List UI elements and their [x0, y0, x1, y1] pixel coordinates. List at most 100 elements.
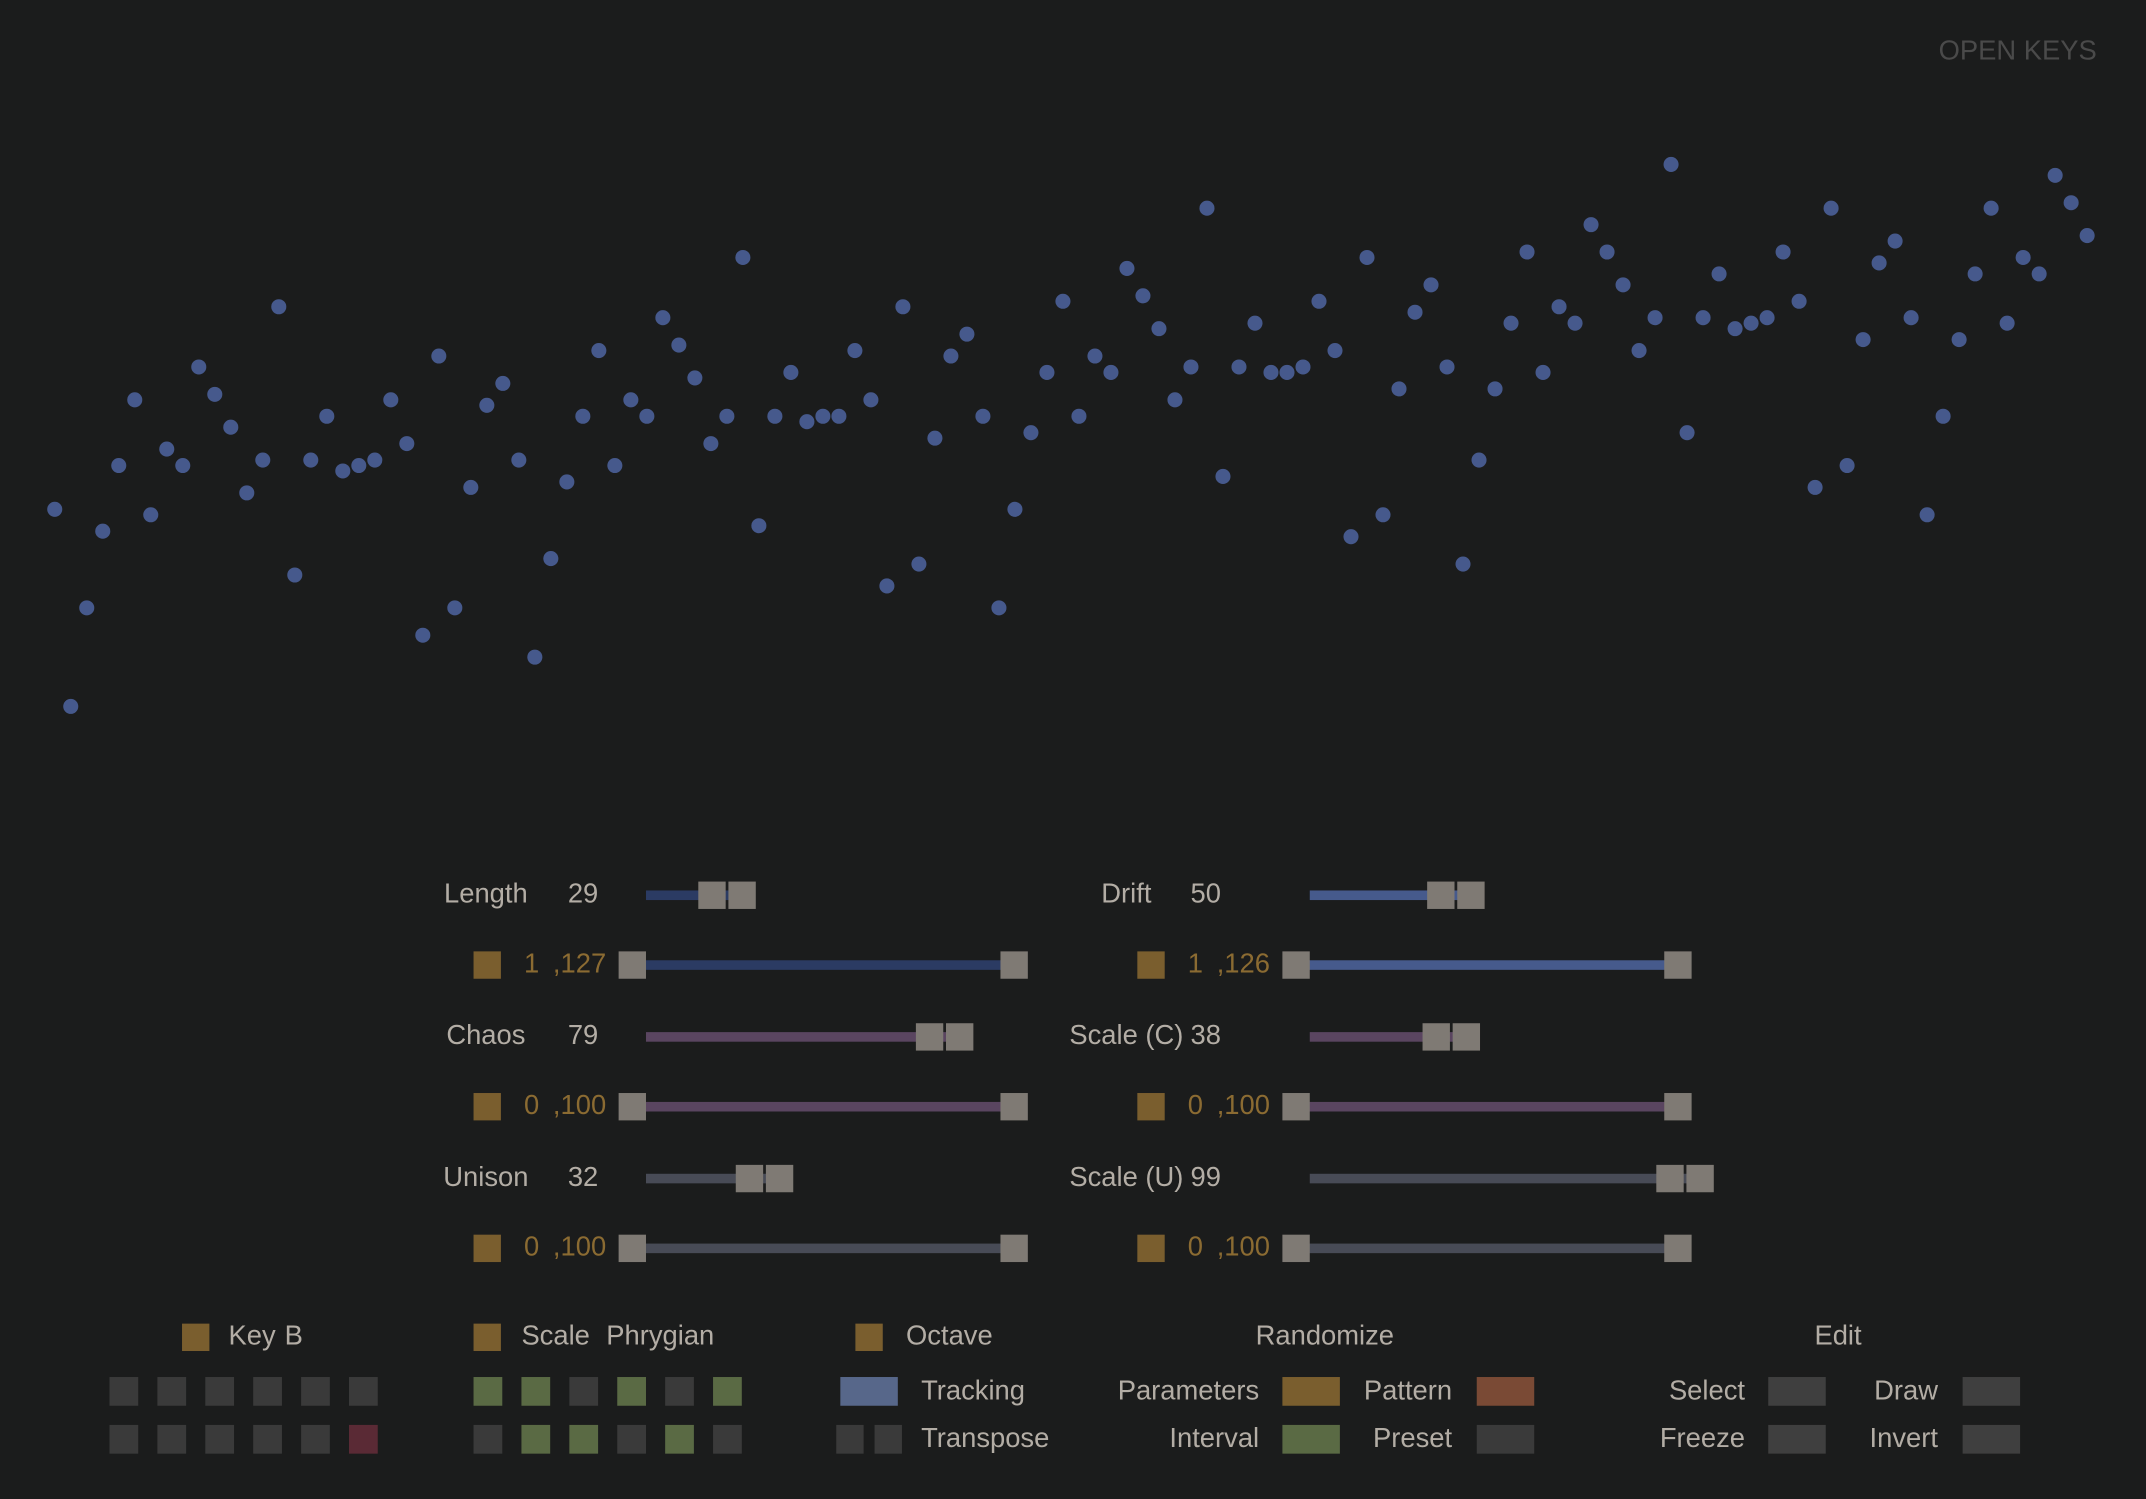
button-label: Select	[1669, 1374, 1745, 1405]
range-toggle[interactable]	[1137, 1093, 1165, 1121]
range-knob[interactable]	[1664, 1234, 1692, 1263]
cell[interactable]	[713, 1377, 742, 1406]
slider-knob[interactable]	[1457, 881, 1485, 909]
range-knob[interactable]	[1664, 1093, 1692, 1121]
cell[interactable]	[205, 1424, 235, 1454]
range-knob[interactable]	[618, 1093, 646, 1121]
pattern-dot	[975, 408, 991, 424]
pattern-dot	[2079, 228, 2095, 244]
slider-knob[interactable]	[1452, 1023, 1481, 1051]
pattern-dot	[143, 507, 159, 523]
range-toggle[interactable]	[473, 1093, 501, 1121]
slider-knob[interactable]	[1427, 881, 1455, 909]
pattern-dot	[1231, 359, 1247, 375]
cell[interactable]	[713, 1424, 742, 1454]
cell[interactable]	[253, 1377, 282, 1406]
cell[interactable]	[253, 1424, 282, 1454]
slider-label: Length	[444, 877, 528, 908]
range-toggle[interactable]	[473, 951, 501, 979]
button[interactable]	[1282, 1377, 1340, 1406]
range-knob[interactable]	[1000, 1234, 1028, 1263]
toggle[interactable]	[473, 1323, 501, 1352]
cell[interactable]	[109, 1377, 139, 1406]
range-knob[interactable]	[1664, 951, 1692, 979]
button[interactable]	[1282, 1424, 1340, 1454]
slider-value: 38	[1191, 1019, 1221, 1050]
button[interactable]	[1476, 1377, 1535, 1406]
cell[interactable]	[473, 1424, 503, 1454]
pattern-dot	[479, 397, 495, 413]
pattern-dot	[431, 348, 447, 364]
pattern-dot	[1487, 381, 1503, 397]
cell[interactable]	[205, 1377, 235, 1406]
toggle[interactable]	[182, 1323, 210, 1352]
range-knob[interactable]	[618, 951, 646, 979]
cell[interactable]	[665, 1424, 694, 1454]
cell[interactable]	[569, 1424, 599, 1454]
tracking-button[interactable]	[840, 1377, 898, 1406]
cell[interactable]	[301, 1424, 330, 1454]
button-label: Draw	[1874, 1374, 1938, 1405]
pattern-dot	[1599, 244, 1615, 260]
transpose-up[interactable]	[874, 1424, 902, 1454]
pattern-dot	[799, 414, 815, 430]
slider-knob[interactable]	[765, 1164, 794, 1193]
range-knob[interactable]	[1282, 951, 1310, 979]
range-max: ,100	[1217, 1089, 1270, 1120]
pattern-dot	[591, 343, 607, 359]
slider-knob[interactable]	[1686, 1164, 1714, 1193]
slider-knob[interactable]	[728, 881, 756, 909]
cell[interactable]	[569, 1377, 599, 1406]
cell[interactable]	[665, 1377, 694, 1406]
slider-knob[interactable]	[698, 881, 726, 909]
slider-knob[interactable]	[945, 1023, 974, 1051]
group-label: Key	[229, 1320, 276, 1351]
range-track	[1296, 1101, 1680, 1112]
range-toggle[interactable]	[1137, 1234, 1165, 1263]
slider-knob[interactable]	[1422, 1023, 1450, 1051]
pattern-dot	[367, 452, 383, 468]
pattern-dot	[191, 359, 207, 375]
range-toggle[interactable]	[1137, 951, 1165, 979]
button-label: Interval	[1169, 1422, 1259, 1453]
cell[interactable]	[157, 1377, 187, 1406]
cell[interactable]	[157, 1424, 187, 1454]
slider-knob[interactable]	[915, 1023, 944, 1051]
range-knob[interactable]	[1000, 951, 1028, 979]
slider-knob[interactable]	[735, 1164, 764, 1193]
pattern-dot	[159, 441, 175, 457]
button[interactable]	[1962, 1377, 2021, 1406]
pattern-dot	[1183, 359, 1199, 375]
pattern-dot	[1791, 293, 1807, 309]
range-knob[interactable]	[1282, 1234, 1310, 1263]
slider-label: Unison	[443, 1161, 528, 1192]
cell[interactable]	[301, 1377, 330, 1406]
pattern-dot	[1327, 343, 1343, 359]
pattern-dot	[687, 370, 703, 386]
cell[interactable]	[348, 1377, 378, 1406]
button[interactable]	[1476, 1424, 1535, 1454]
slider-knob[interactable]	[1656, 1164, 1684, 1193]
transpose-down[interactable]	[836, 1424, 864, 1454]
range-toggle[interactable]	[473, 1234, 501, 1263]
pattern-dot	[111, 457, 127, 474]
button[interactable]	[1768, 1377, 1826, 1406]
button[interactable]	[1768, 1424, 1826, 1454]
cell[interactable]	[109, 1424, 139, 1454]
cell[interactable]	[473, 1377, 503, 1406]
cell[interactable]	[617, 1424, 646, 1454]
cell[interactable]	[617, 1377, 646, 1406]
toggle[interactable]	[855, 1323, 883, 1352]
cell[interactable]	[348, 1424, 378, 1454]
range-knob[interactable]	[618, 1234, 646, 1263]
cell[interactable]	[521, 1377, 551, 1406]
pattern-dot	[1503, 315, 1519, 331]
range-knob[interactable]	[1282, 1093, 1310, 1121]
pattern-dot	[815, 408, 831, 424]
button[interactable]	[1962, 1424, 2021, 1454]
pattern-dot	[719, 408, 735, 424]
range-knob[interactable]	[1000, 1093, 1028, 1121]
cell[interactable]	[521, 1424, 551, 1454]
slider-label: Scale (U)	[1069, 1161, 1183, 1192]
